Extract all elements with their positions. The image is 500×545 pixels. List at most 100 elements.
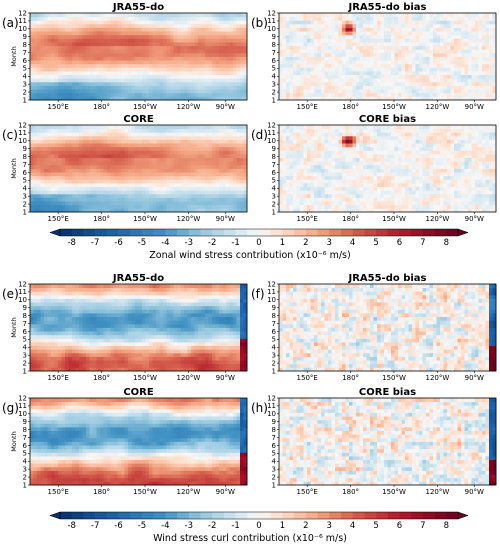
heatmap-cell (293, 175, 297, 180)
heatmap-cell (222, 71, 227, 76)
heatmap-cell (61, 154, 66, 159)
heatmap-cell (89, 146, 94, 151)
heatmap-cell (282, 168, 287, 173)
heatmap-cell (152, 139, 157, 144)
heatmap-cell (124, 193, 129, 198)
heatmap-cell (86, 161, 90, 166)
heatmap-cell (433, 52, 437, 57)
heatmap-cell (236, 201, 241, 206)
heatmap-cell (173, 201, 178, 206)
heatmap-cell (359, 85, 364, 90)
heatmap-cell (328, 150, 332, 155)
heatmap-cell (79, 208, 83, 213)
heatmap-cell (79, 157, 83, 162)
heatmap-cell (61, 60, 66, 65)
heatmap-cell (335, 135, 339, 140)
heatmap-cell (482, 49, 486, 54)
heatmap-cell (401, 23, 406, 28)
heatmap-cell (219, 157, 223, 162)
heatmap-cell (159, 157, 164, 162)
heatmap-cell (447, 56, 451, 61)
heatmap-cell (177, 71, 181, 76)
heatmap-cell (138, 81, 143, 86)
heatmap-cell (142, 96, 146, 101)
heatmap-cell (208, 154, 213, 159)
heatmap-cell (30, 197, 34, 202)
heatmap-cell (128, 49, 132, 54)
heatmap-cell (170, 38, 174, 43)
heatmap-cell (345, 42, 350, 47)
heatmap-cell (103, 23, 108, 28)
heatmap-cell (89, 179, 94, 184)
heatmap-cell (37, 63, 41, 68)
heatmap-cell (236, 161, 241, 166)
heatmap-cell (233, 172, 237, 177)
heatmap-cell (177, 193, 181, 198)
heatmap-cell (335, 31, 339, 36)
heatmap-cell (212, 85, 216, 90)
heatmap-cell (58, 125, 62, 130)
heatmap-cell (96, 161, 101, 166)
heatmap-cell (293, 20, 297, 25)
heatmap-cell (117, 161, 122, 166)
heatmap-cell (54, 89, 59, 94)
heatmap-cell (47, 157, 52, 162)
heatmap-cell (387, 92, 392, 97)
heatmap-cell (286, 56, 290, 61)
heatmap-cell (240, 183, 244, 188)
heatmap-cell (44, 157, 48, 162)
heatmap-cell (321, 67, 325, 72)
heatmap-cell (149, 45, 153, 50)
heatmap-cell (373, 56, 378, 61)
heatmap-cell (429, 96, 434, 101)
heatmap-cell (468, 20, 472, 25)
heatmap-cell (282, 52, 287, 57)
heatmap-cell (310, 190, 315, 195)
heatmap-cell (229, 139, 234, 144)
heatmap-cell (75, 143, 80, 148)
heatmap-cell (289, 67, 294, 72)
heatmap-cell (482, 56, 486, 61)
heatmap-cell (219, 161, 223, 166)
heatmap-cell (191, 125, 195, 130)
heatmap-cell (107, 208, 111, 213)
heatmap-cell (222, 78, 227, 83)
heatmap-cell (457, 16, 462, 21)
heatmap-cell (226, 78, 230, 83)
heatmap-cell (440, 92, 444, 97)
heatmap-cell (422, 74, 427, 79)
heatmap-cell (51, 67, 55, 72)
heatmap-cell (380, 71, 385, 76)
heatmap-cell (117, 67, 122, 72)
heatmap-cell (398, 89, 402, 94)
heatmap-cell (328, 96, 332, 101)
heatmap-cell (489, 67, 493, 72)
heatmap-cell (328, 74, 332, 79)
heatmap-cell (65, 56, 69, 61)
heatmap-cell (377, 81, 381, 86)
heatmap-cell (328, 81, 332, 86)
heatmap-cell (289, 125, 294, 130)
heatmap-cell (377, 49, 381, 54)
heatmap-cell (187, 81, 192, 86)
heatmap-cell (33, 96, 38, 101)
heatmap-cell (187, 56, 192, 61)
heatmap-cell (107, 154, 111, 159)
heatmap-cell (149, 161, 153, 166)
heatmap-cell (345, 20, 350, 25)
heatmap-cell (37, 204, 41, 209)
heatmap-cell (166, 42, 171, 47)
heatmap-cell (201, 92, 206, 97)
heatmap-cell (163, 143, 167, 148)
heatmap-cell (121, 128, 125, 133)
heatmap-cell (229, 197, 234, 202)
heatmap-cell (212, 164, 216, 169)
heatmap-cell (187, 42, 192, 47)
heatmap-cell (68, 42, 73, 47)
heatmap-cell (328, 42, 332, 47)
heatmap-cell (187, 74, 192, 79)
heatmap-cell (401, 67, 406, 72)
heatmap-cell (310, 63, 315, 68)
heatmap-cell (86, 186, 90, 191)
heatmap-cell (401, 78, 406, 83)
